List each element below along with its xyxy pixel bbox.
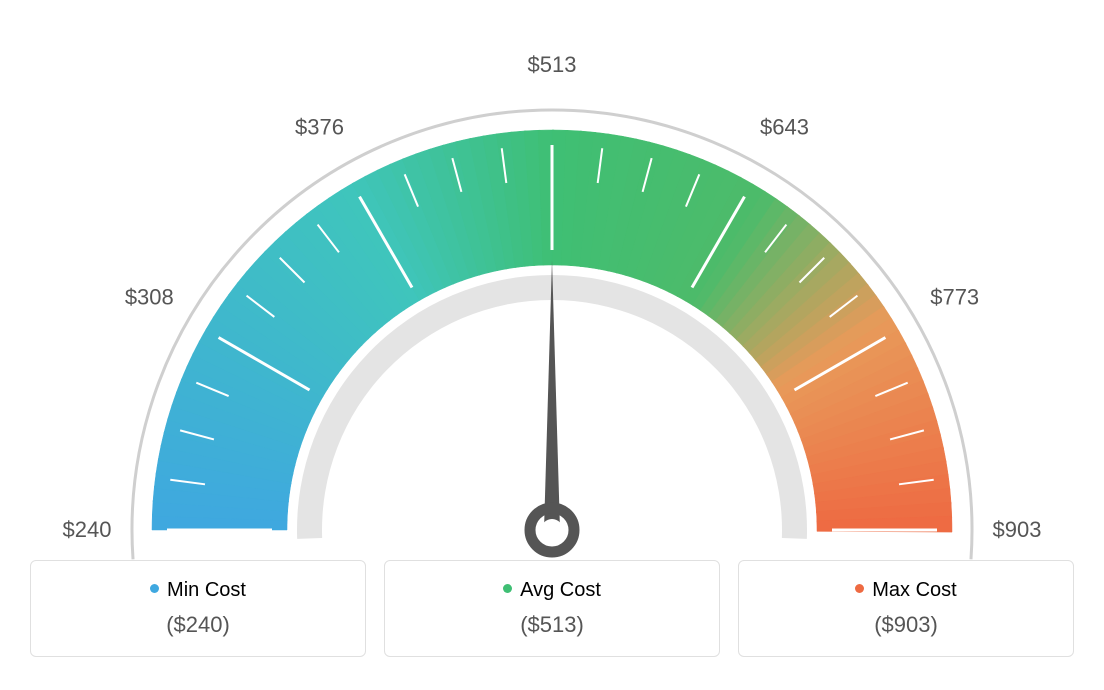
max-cost-value: ($903) bbox=[749, 612, 1063, 638]
max-cost-card: Max Cost ($903) bbox=[738, 560, 1074, 657]
gauge-needle bbox=[544, 260, 560, 530]
min-cost-card: Min Cost ($240) bbox=[30, 560, 366, 657]
avg-cost-label: Avg Cost bbox=[395, 579, 709, 602]
gauge-tick-label: $903 bbox=[993, 517, 1042, 542]
min-cost-value: ($240) bbox=[41, 612, 355, 638]
avg-cost-value: ($513) bbox=[395, 612, 709, 638]
gauge-tick-label: $513 bbox=[528, 52, 577, 77]
max-cost-label: Max Cost bbox=[749, 579, 1063, 602]
max-cost-label-text: Max Cost bbox=[872, 579, 956, 601]
gauge-tick-label: $240 bbox=[63, 517, 112, 542]
gauge-tick-label: $643 bbox=[760, 114, 809, 139]
gauge-tick-label: $308 bbox=[125, 285, 174, 310]
gauge-tick-label: $376 bbox=[295, 114, 344, 139]
min-cost-label-text: Min Cost bbox=[167, 579, 246, 601]
avg-cost-label-text: Avg Cost bbox=[520, 579, 601, 601]
min-cost-label: Min Cost bbox=[41, 579, 355, 602]
min-dot-icon bbox=[150, 584, 159, 593]
avg-cost-card: Avg Cost ($513) bbox=[384, 560, 720, 657]
gauge-chart: $240 $308 $376 $513 $643 $773 $903 bbox=[0, 0, 1104, 560]
avg-dot-icon bbox=[503, 584, 512, 593]
legend-cards: Min Cost ($240) Avg Cost ($513) Max Cost… bbox=[0, 560, 1104, 687]
gauge-tick-label: $773 bbox=[930, 285, 979, 310]
max-dot-icon bbox=[855, 584, 864, 593]
gauge-svg: $240 $308 $376 $513 $643 $773 $903 bbox=[0, 0, 1104, 560]
